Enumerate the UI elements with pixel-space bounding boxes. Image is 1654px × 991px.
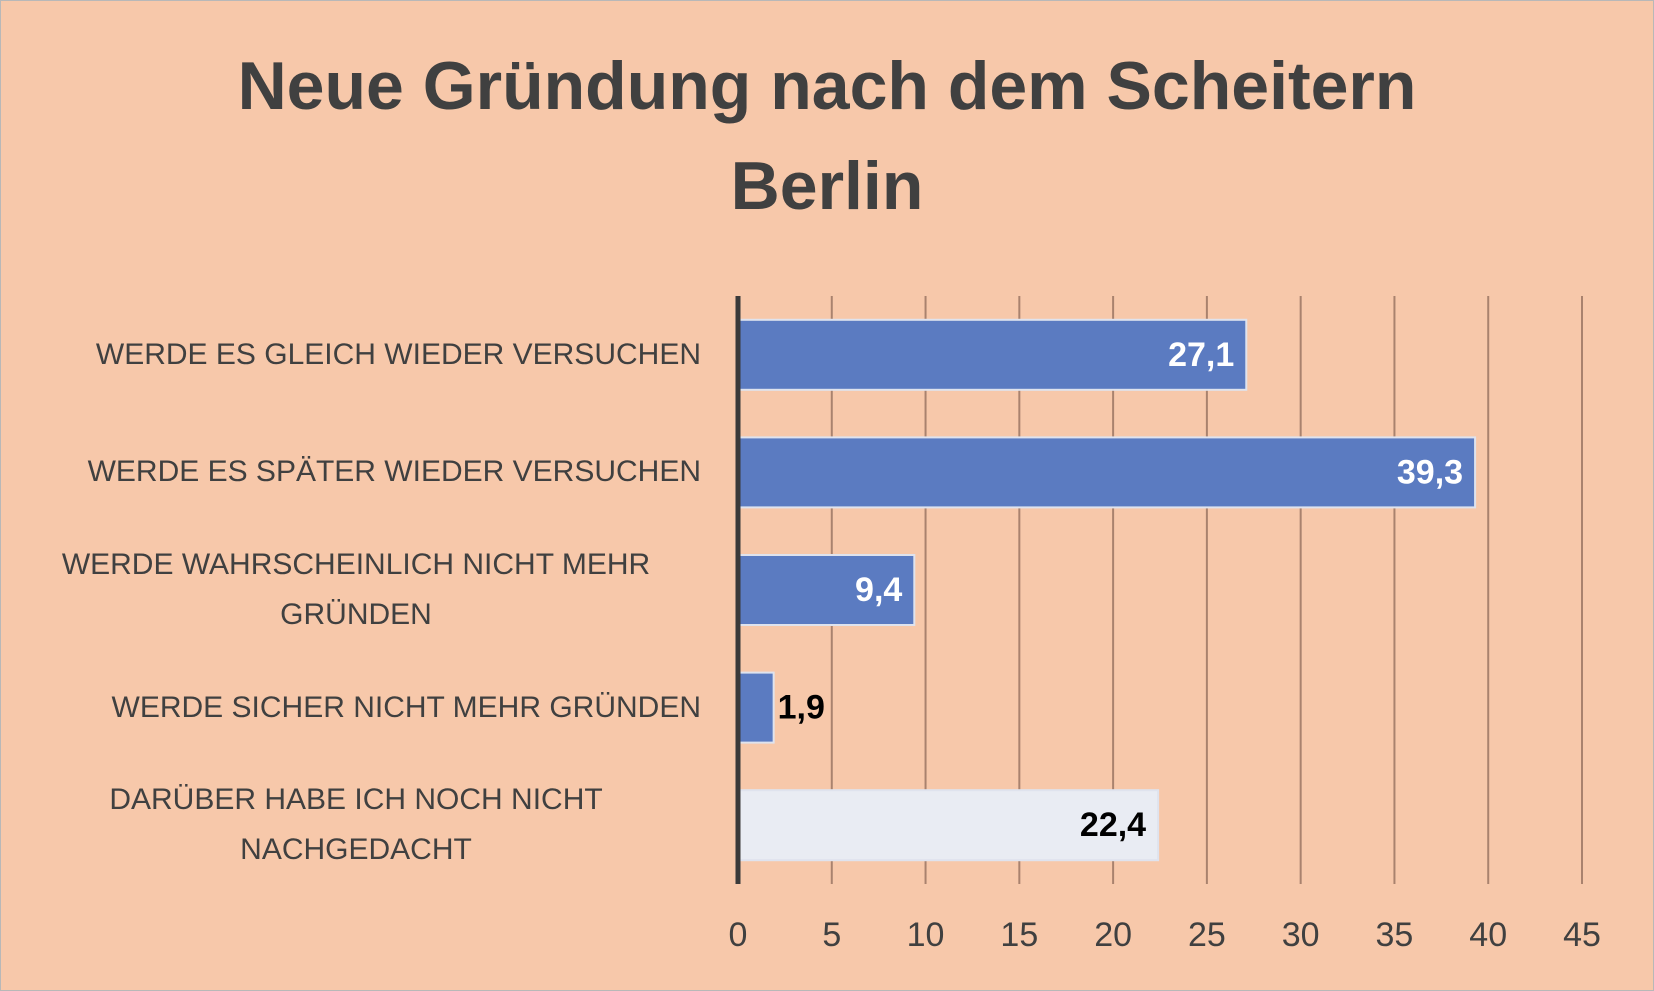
bar: [737, 671, 775, 744]
x-tick-label: 40: [1469, 916, 1507, 954]
value-label: 27,1: [1168, 336, 1234, 374]
x-tick-label: 10: [907, 916, 945, 954]
chart-title: Neue Gründung nach dem Scheitern: [238, 48, 1417, 124]
x-tick-label: 35: [1376, 916, 1414, 954]
bar: [737, 789, 1160, 862]
bar: [737, 436, 1477, 509]
bar: [737, 318, 1248, 391]
category-label-box: WERDE ES GLEICH WIEDER VERSUCHEN: [11, 296, 701, 414]
grid: [737, 296, 1583, 884]
x-tick-label: 45: [1563, 916, 1601, 954]
y-tick-label: WERDE ES SPÄTER WIEDER VERSUCHEN: [87, 455, 701, 489]
x-tick-label: 30: [1282, 916, 1320, 954]
y-tick-label: WERDE SICHER NICHT MEHR GRÜNDEN: [111, 690, 701, 724]
bar: [737, 554, 916, 626]
x-tick-label: 5: [822, 916, 841, 954]
category-label-box: WERDE ES SPÄTER WIEDER VERSUCHEN: [11, 414, 701, 532]
value-label: 39,3: [1397, 453, 1463, 491]
category-label-box: DARÜBER HABE ICH NOCH NICHT NACHGEDACHT: [11, 766, 701, 884]
y-tick-label: WERDE ES GLEICH WIEDER VERSUCHEN: [95, 337, 701, 371]
x-tick-label: 0: [729, 916, 748, 954]
x-tick-label: 15: [1000, 916, 1038, 954]
x-tick-label: 25: [1188, 916, 1226, 954]
value-label: 1,9: [778, 689, 825, 727]
category-label-box: WERDE SICHER NICHT MEHR GRÜNDEN: [11, 649, 701, 767]
y-tick-label: DARÜBER HABE ICH NOCH NICHT NACHGEDACHT: [109, 783, 603, 867]
y-tick-label: WERDE WAHRSCHEINLICH NICHT MEHR GRÜNDEN: [61, 547, 651, 631]
value-label: 9,4: [855, 571, 902, 609]
x-tick-label: 20: [1094, 916, 1132, 954]
category-label-box: WERDE WAHRSCHEINLICH NICHT MEHR GRÜNDEN: [11, 531, 701, 649]
value-label: 22,4: [1080, 806, 1146, 844]
chart-subtitle: Berlin: [731, 148, 924, 224]
